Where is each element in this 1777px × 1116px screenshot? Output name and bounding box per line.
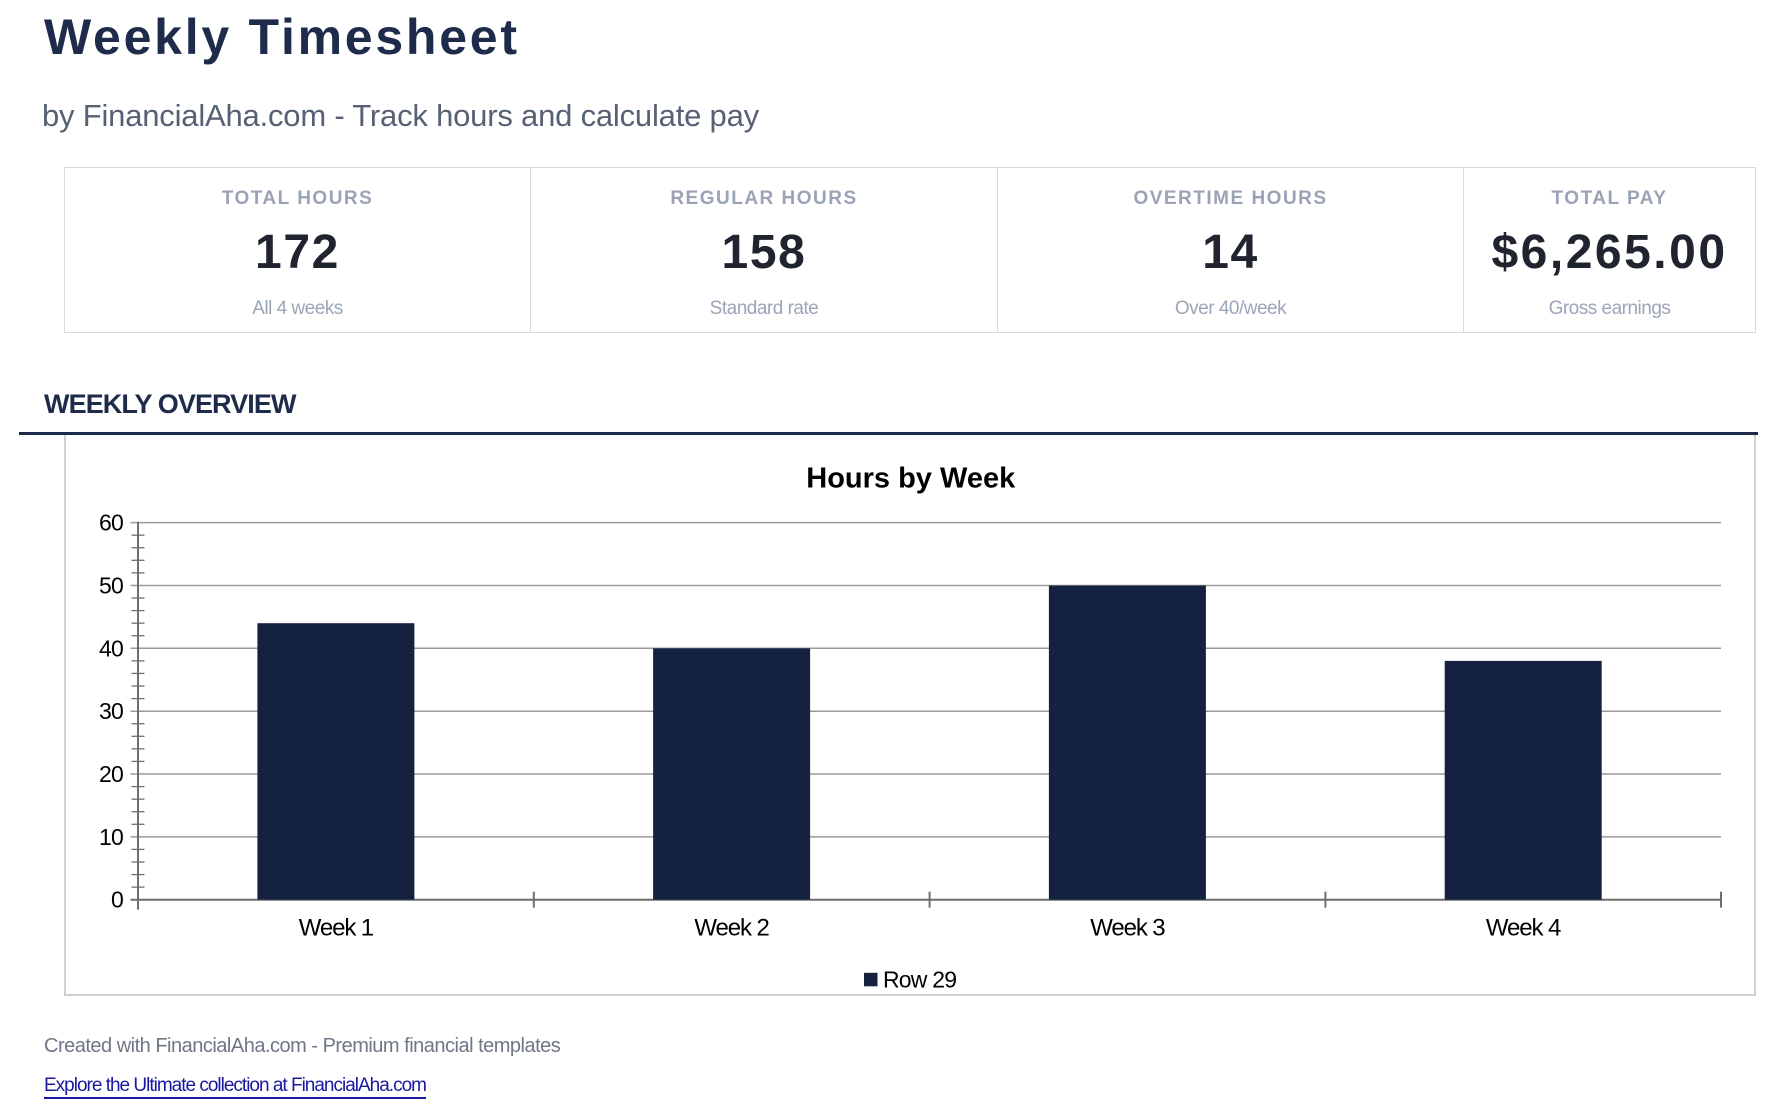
svg-text:50: 50 [99,573,123,599]
svg-text:Hours by Week: Hours by Week [806,462,1016,494]
svg-text:20: 20 [99,761,123,787]
svg-text:Week 3: Week 3 [1090,915,1165,942]
svg-text:0: 0 [111,887,123,913]
svg-text:Week 2: Week 2 [694,915,769,942]
svg-text:Row 29: Row 29 [883,966,956,992]
svg-text:10: 10 [99,824,123,850]
svg-text:Week 4: Week 4 [1486,915,1561,942]
svg-text:40: 40 [99,635,123,661]
svg-text:60: 60 [99,510,123,536]
svg-text:30: 30 [99,698,123,724]
svg-text:Week 1: Week 1 [299,915,374,942]
